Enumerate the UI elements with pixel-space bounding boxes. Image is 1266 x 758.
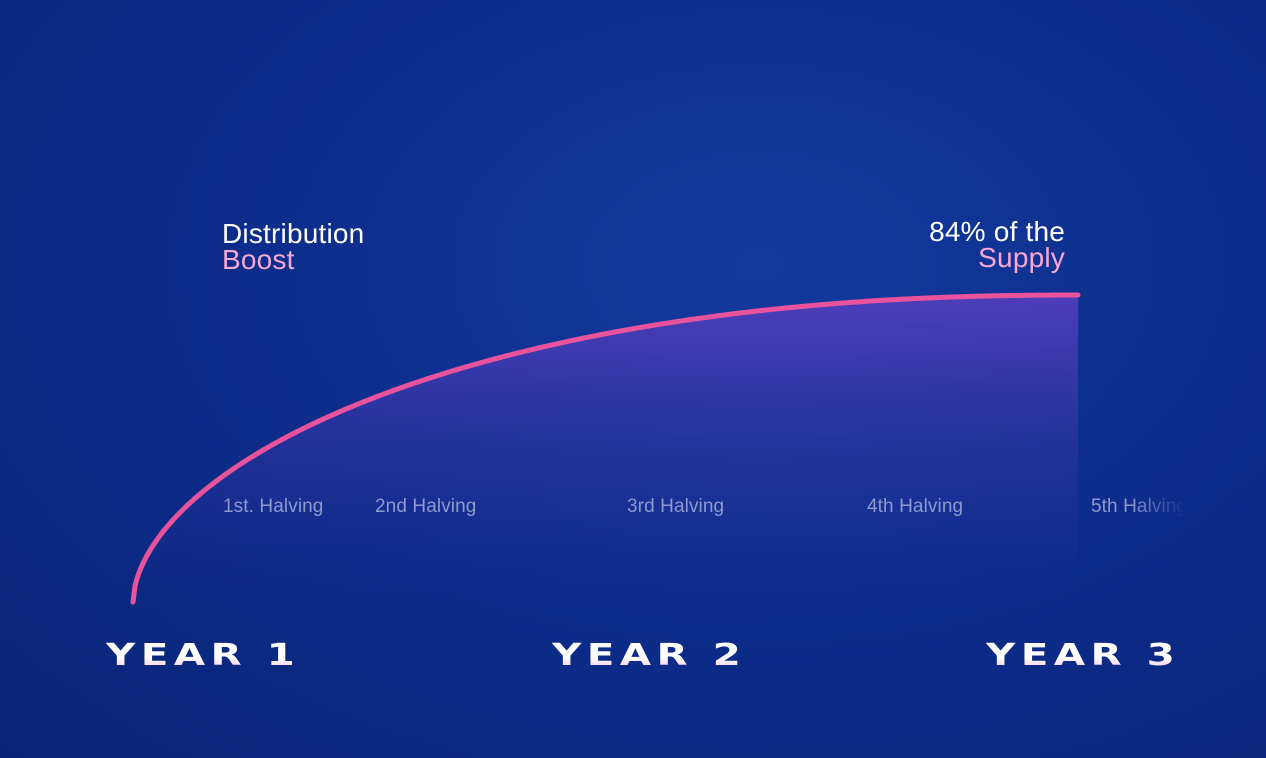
area-fill-layer	[133, 295, 1078, 610]
halving-label-4: 4th Halving	[867, 496, 964, 517]
year-1-label: YEAR 1	[106, 638, 301, 673]
halving-label-3: 3rd Halving	[627, 496, 725, 517]
halving-label-5: 5th Halving	[1091, 496, 1186, 517]
supply-area-fill	[133, 295, 1078, 610]
callout-right-line1: 84% of the	[929, 216, 1065, 247]
curve-layer	[130, 292, 1081, 605]
callout-right-line2: Supply	[978, 242, 1065, 273]
callout-left-line1: Distribution	[222, 218, 365, 249]
supply-callout: 84% of the Supply	[929, 216, 1065, 273]
marker-lines-layer	[206, 218, 1083, 590]
year-3-label: YEAR 3	[986, 638, 1181, 673]
year-2-label: YEAR 2	[552, 638, 747, 673]
halving-label-2: 2nd Halving	[375, 496, 477, 517]
halving-label-1: 1st. Halving	[223, 496, 324, 517]
callout-left-line2: Boost	[222, 244, 295, 275]
supply-curve	[130, 292, 1081, 605]
halving-lines-layer	[207, 302, 853, 598]
distribution-boost-callout: Distribution Boost	[222, 218, 365, 275]
